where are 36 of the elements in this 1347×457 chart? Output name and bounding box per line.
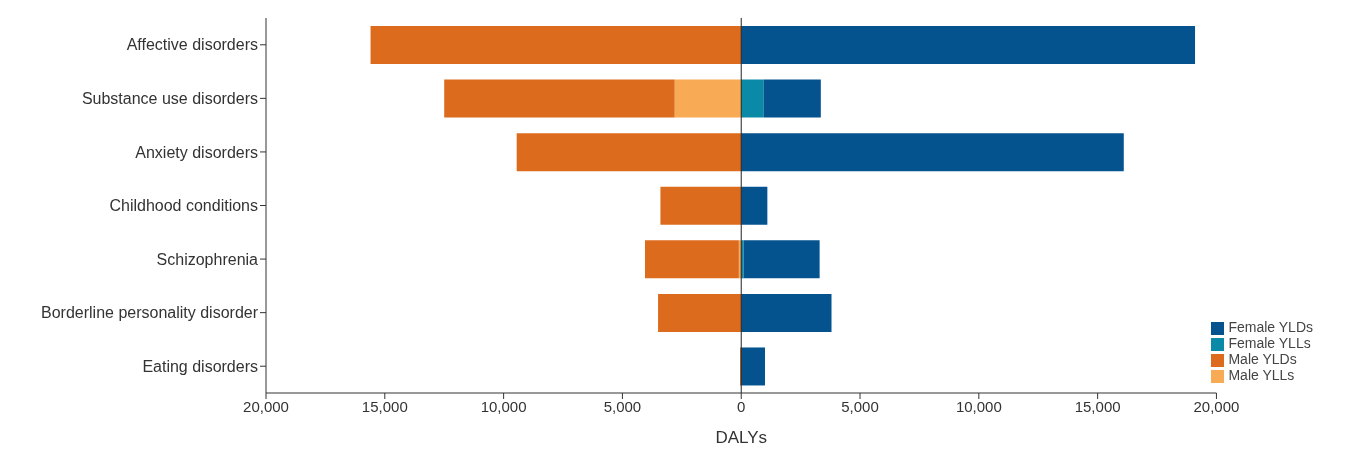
bar [741,133,1124,172]
x-tick-label: 10,000 [480,397,527,415]
legend-label: Female YLDs [1228,319,1313,335]
bar [741,79,764,118]
bar [370,26,742,65]
x-tick-label: 15,000 [1074,397,1121,415]
bar [644,240,739,279]
y-tick-label: Borderline personality disorder [41,304,259,322]
bar [658,293,742,332]
legend-label: Female YLLs [1228,335,1311,351]
y-tick-label: Eating disorders [142,357,258,375]
x-tick-label: 10,000 [955,397,1002,415]
x-tick-label: 20,000 [243,397,289,415]
bar [741,293,832,332]
y-tick-label: Affective disorders [126,36,258,54]
x-tick-label: 5,000 [841,397,879,415]
x-tick-label: 0 [737,397,746,415]
legend-label: Male YLDs [1228,351,1297,367]
x-tick-label: 5,000 [603,397,642,415]
bar [763,79,821,118]
y-tick-label: Anxiety disorders [135,143,258,161]
x-tick-label: 20,000 [1193,397,1240,415]
y-tick-label: Schizophrenia [156,250,259,268]
bar [741,347,765,386]
bar [674,79,742,118]
bar [741,186,768,225]
y-tick-label: Childhood conditions [109,197,258,215]
bar [516,133,742,172]
y-tick-label: Substance use disorders [81,90,258,108]
bar [444,79,675,118]
x-axis-title: DALYs [715,428,768,447]
bar [741,26,1196,65]
bar [743,240,820,279]
legend-label: Male YLLs [1228,367,1295,383]
x-tick-label: 15,000 [361,397,408,415]
bar [660,186,742,225]
